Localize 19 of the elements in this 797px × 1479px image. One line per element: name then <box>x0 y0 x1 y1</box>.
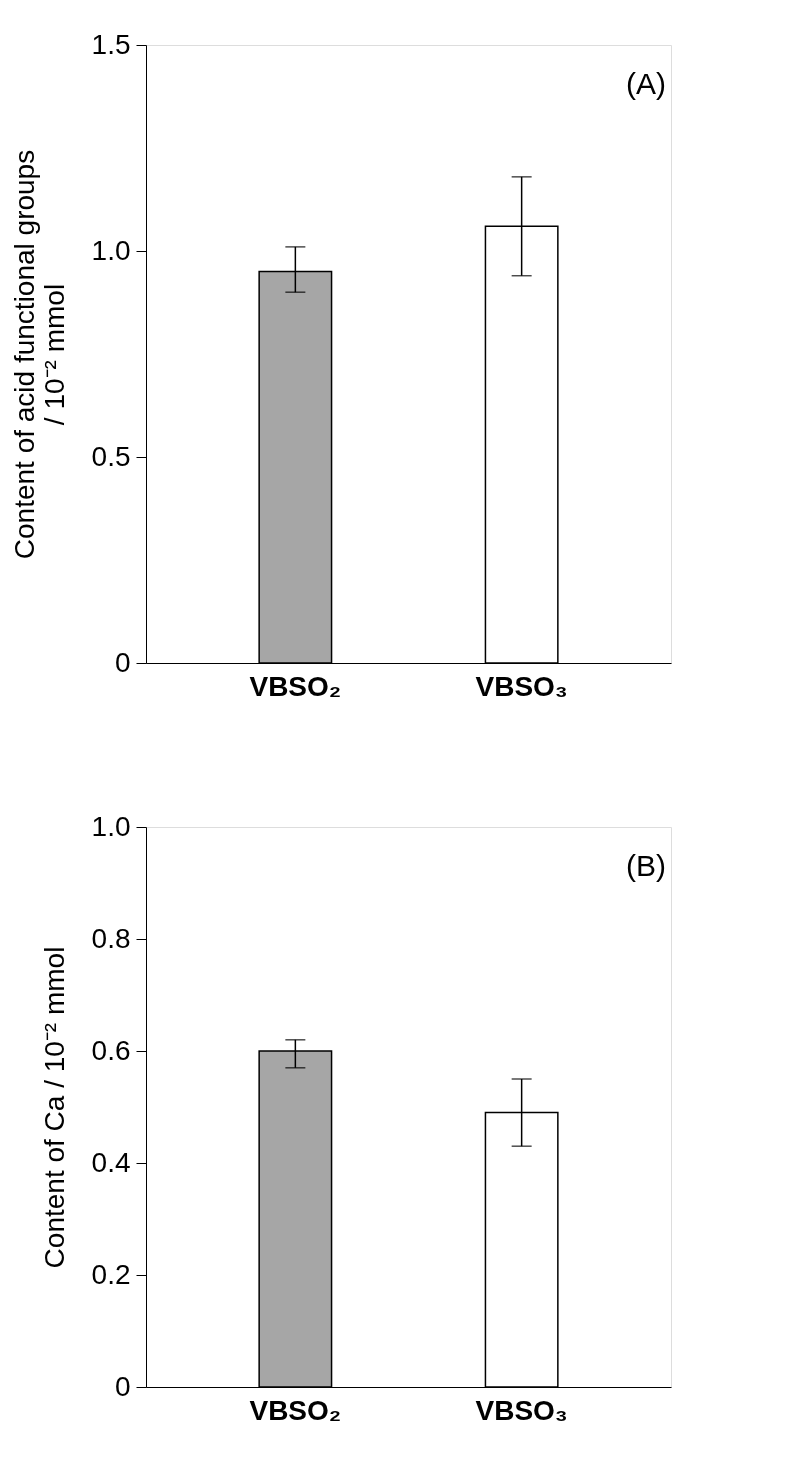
annotation: (B) <box>626 849 666 882</box>
x-tick-label: VBSO₃ <box>475 1394 568 1426</box>
y-tick-label: 0 <box>114 646 131 678</box>
y-tick-label: 0.6 <box>91 1034 131 1066</box>
y-tick-label: 0.5 <box>91 440 131 472</box>
y-tick-label: 0 <box>114 1370 131 1402</box>
y-tick-label: 0.2 <box>91 1258 131 1290</box>
annotation: (A) <box>626 67 666 100</box>
text: Content of acid functional groups <box>8 149 40 560</box>
x-tick-label: VBSO₃ <box>475 670 568 702</box>
text: / 10⁻² mmol <box>38 283 70 426</box>
y-tick-label: 1.0 <box>91 234 131 266</box>
x-tick-label: VBSO₂ <box>249 1394 342 1426</box>
y-axis-title: Content of Ca / 10⁻² mmol <box>38 946 70 1269</box>
y-tick-label: 0.8 <box>91 922 131 954</box>
y-tick-label: 1.0 <box>91 810 131 842</box>
y-tick-label: 1.5 <box>91 28 131 60</box>
x-tick-label: VBSO₂ <box>249 670 342 702</box>
y-tick-label: 0.4 <box>91 1146 131 1178</box>
